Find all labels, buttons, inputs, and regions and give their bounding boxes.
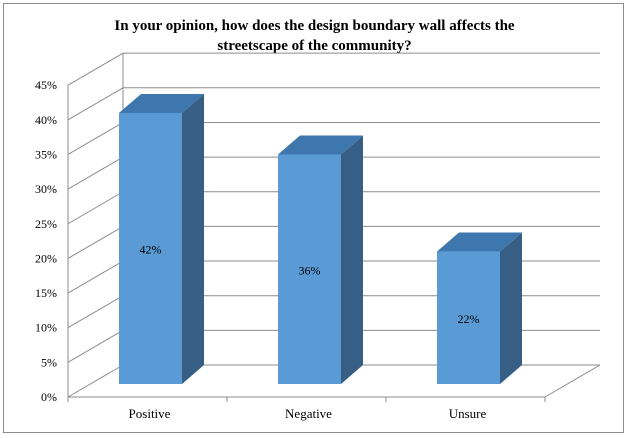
bar-side: [500, 232, 522, 384]
data-label: 22%: [458, 312, 480, 326]
side-wall-gridline: [67, 87, 124, 121]
side-wall-gridline: [67, 122, 124, 155]
side-wall-gridline: [67, 225, 124, 259]
y-tick-label: 25%: [35, 217, 57, 231]
y-tick-label: 15%: [35, 286, 57, 300]
bar-negative: [278, 154, 341, 384]
bar-unsure: [437, 251, 500, 384]
y-tick-label: 20%: [35, 251, 57, 265]
bar-positive: [119, 112, 182, 384]
y-tick-label: 35%: [35, 147, 57, 161]
x-tick-label: Negative: [285, 406, 332, 421]
side-wall-gridline: [67, 295, 124, 329]
y-tick-label: 0%: [41, 390, 57, 404]
x-tick-label: Unsure: [449, 406, 487, 421]
bar-top: [437, 232, 522, 252]
y-tick-label: 40%: [35, 113, 57, 127]
data-label: 42%: [140, 242, 162, 256]
bar-top: [119, 93, 204, 113]
chart-title-line-2: streetscape of the community?: [217, 38, 412, 54]
x-tick-label: Positive: [129, 406, 171, 421]
y-tick-label: 45%: [35, 78, 57, 92]
side-wall-gridline: [67, 364, 124, 398]
y-tick-label: 5%: [41, 355, 57, 369]
y-tick-label: 10%: [35, 321, 57, 335]
side-wall-gridline: [67, 52, 124, 86]
side-wall-gridline: [67, 191, 124, 225]
bar-side: [182, 93, 204, 384]
bar-top: [278, 135, 363, 155]
data-label: 36%: [299, 263, 321, 277]
y-tick-label: 30%: [35, 182, 57, 196]
side-wall-gridline: [67, 260, 124, 294]
chart-title: In your opinion, how does the design bou…: [0, 16, 629, 56]
floor-right-edge: [544, 364, 601, 398]
chart-title-line-1: In your opinion, how does the design bou…: [114, 18, 515, 34]
side-wall-gridline: [67, 329, 124, 363]
bar-side: [341, 135, 363, 384]
side-wall-gridline: [67, 156, 124, 190]
